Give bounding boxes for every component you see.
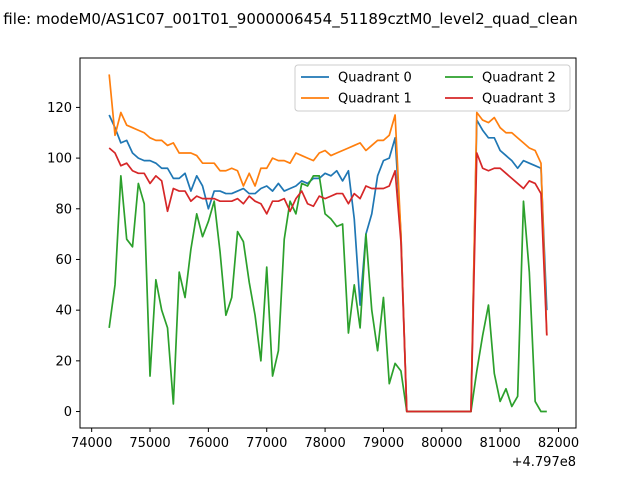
y-tick-label: 20 [55,354,72,369]
x-tick-label: 74000 [71,436,112,451]
x-tick-label: 81000 [479,436,520,451]
x-tick-label: 79000 [363,436,404,451]
x-tick-label: 80000 [421,436,462,451]
legend-label-quadrant-2: Quadrant 2 [482,71,556,86]
chart-title: n file: modeM0/AS1C07_001T01_9000006454_… [0,10,578,29]
y-tick-label: 0 [64,405,72,420]
series-line-quadrant-3 [108,147,548,413]
y-tick-label: 120 [47,101,72,116]
y-tick-label: 100 [47,152,72,167]
y-tick-label: 60 [55,253,72,268]
x-axis: 74000 75000 76000 77000 78000 79000 80000 81000… [71,428,579,451]
legend-label-quadrant-0: Quadrant 0 [338,71,412,86]
x-tick-label: 77000 [246,436,287,451]
legend-label-quadrant-1: Quadrant 1 [338,92,412,107]
x-tick-label: 78000 [304,436,345,451]
x-axis-offset-label: +4.797e8 [512,455,576,470]
series-line-quadrant-2 [108,174,547,413]
legend: Quadrant 0 Quadrant 1 Quadrant 2 Quadrant 3 [294,64,571,112]
axes-frame [79,57,577,429]
legend-label-quadrant-3: Quadrant 3 [482,92,556,107]
y-tick-label: 40 [55,304,72,319]
x-tick-label: 82000 [538,436,579,451]
legend-frame [294,64,571,112]
series-line-quadrant-0 [108,114,548,413]
series-line-quadrant-1 [108,74,548,413]
y-axis: 0 20 40 60 80 100 120 [47,101,80,420]
plot-lines [108,74,548,413]
x-tick-label: 76000 [188,436,229,451]
y-tick-label: 80 [55,202,72,217]
x-tick-label: 75000 [129,436,170,451]
